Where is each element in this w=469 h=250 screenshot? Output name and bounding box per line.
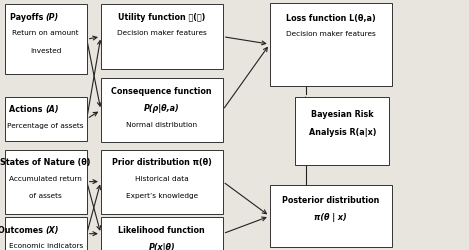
Text: invested: invested bbox=[30, 48, 61, 54]
Text: Outcomes: Outcomes bbox=[0, 225, 45, 234]
Text: Accumulated return: Accumulated return bbox=[9, 175, 82, 181]
FancyBboxPatch shape bbox=[101, 218, 223, 250]
Text: Economic indicators: Economic indicators bbox=[8, 242, 83, 248]
Text: Utility function 𝑈(𝑝): Utility function 𝑈(𝑝) bbox=[118, 12, 205, 22]
FancyBboxPatch shape bbox=[101, 150, 223, 214]
Text: Payoffs: Payoffs bbox=[9, 12, 45, 22]
FancyBboxPatch shape bbox=[101, 5, 223, 70]
Text: of assets: of assets bbox=[30, 192, 62, 198]
Text: Decision maker features: Decision maker features bbox=[286, 31, 376, 37]
Text: Likelihood function: Likelihood function bbox=[119, 225, 205, 234]
Text: P(x|θ): P(x|θ) bbox=[149, 242, 175, 250]
Text: Bayesian Risk: Bayesian Risk bbox=[311, 110, 374, 119]
Text: (A): (A) bbox=[45, 105, 59, 114]
Text: Loss function L(θ,a): Loss function L(θ,a) bbox=[286, 14, 376, 23]
Text: States of Nature (θ): States of Nature (θ) bbox=[0, 158, 91, 166]
Text: Expert’s knowledge: Expert’s knowledge bbox=[126, 192, 198, 198]
FancyBboxPatch shape bbox=[5, 218, 87, 250]
Text: Historical data: Historical data bbox=[135, 175, 189, 181]
Text: Consequence function: Consequence function bbox=[112, 86, 212, 95]
Text: Normal distribution: Normal distribution bbox=[126, 121, 197, 127]
FancyBboxPatch shape bbox=[270, 4, 392, 86]
FancyBboxPatch shape bbox=[101, 79, 223, 142]
Text: P(ρ|θ,a): P(ρ|θ,a) bbox=[144, 104, 180, 113]
FancyBboxPatch shape bbox=[5, 150, 87, 214]
Text: Prior distribution π(θ): Prior distribution π(θ) bbox=[112, 158, 212, 166]
Text: Decision maker features: Decision maker features bbox=[117, 30, 207, 36]
Text: Analysis R(a|x): Analysis R(a|x) bbox=[309, 128, 376, 136]
FancyBboxPatch shape bbox=[270, 185, 392, 248]
FancyBboxPatch shape bbox=[295, 98, 389, 165]
Text: (X): (X) bbox=[45, 225, 59, 234]
Text: Actions: Actions bbox=[9, 105, 45, 114]
Text: π(θ | x): π(θ | x) bbox=[314, 212, 347, 222]
Text: Percentage of assets: Percentage of assets bbox=[8, 122, 84, 128]
Text: Posterior distribution: Posterior distribution bbox=[282, 195, 379, 204]
FancyBboxPatch shape bbox=[5, 98, 87, 141]
Text: (P): (P) bbox=[45, 12, 59, 22]
FancyBboxPatch shape bbox=[5, 5, 87, 75]
Text: Return on amount: Return on amount bbox=[12, 30, 79, 36]
